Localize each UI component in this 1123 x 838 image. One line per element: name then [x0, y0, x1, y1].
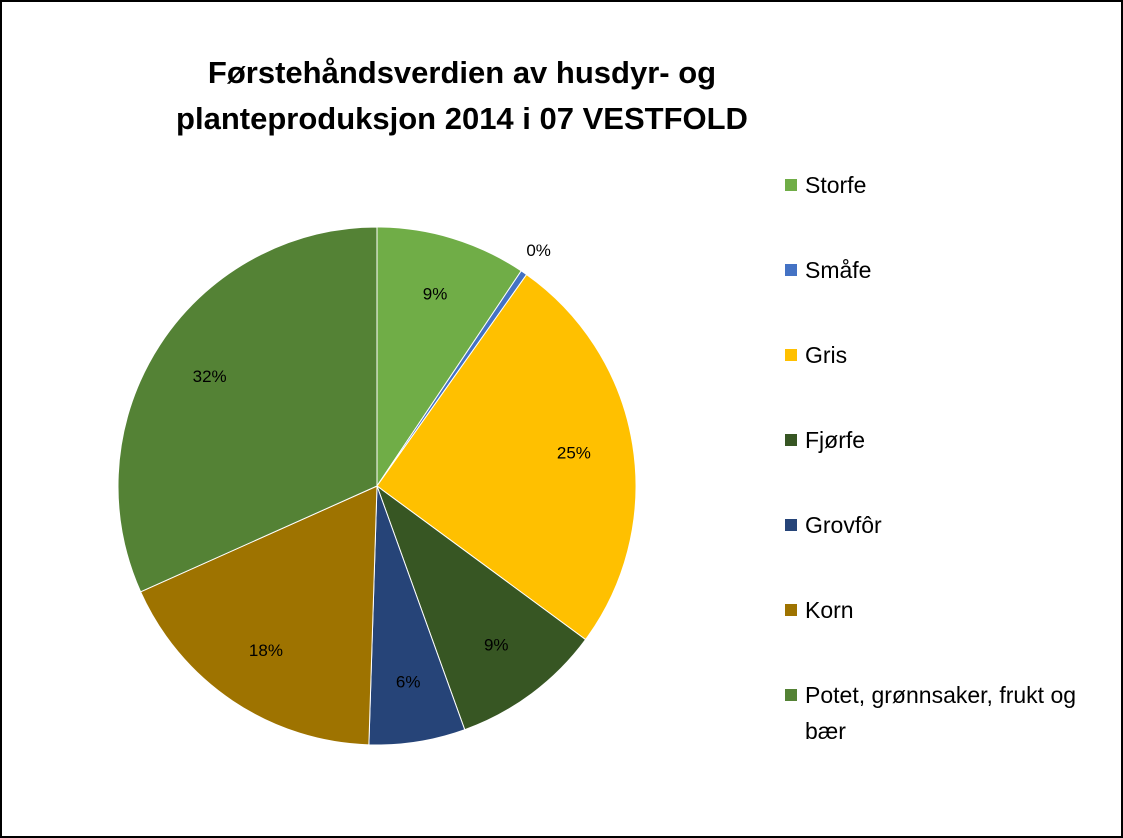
- legend-item: Potet, grønnsaker, frukt og bær: [785, 677, 1105, 762]
- legend-label: Fjørfe: [805, 427, 866, 453]
- legend-swatch: [785, 434, 797, 446]
- legend-label: Gris: [805, 342, 848, 368]
- legend-item: Småfe: [785, 252, 1105, 337]
- data-label: 32%: [193, 367, 227, 386]
- legend-label: Korn: [805, 597, 854, 623]
- legend-label: Småfe: [805, 257, 872, 283]
- legend-label: Storfe: [805, 172, 867, 198]
- legend-item: Grovfôr: [785, 507, 1105, 592]
- pie-slice: [375, 484, 587, 731]
- legend-item: Gris: [785, 337, 1105, 422]
- chart-title: Førstehåndsverdien av husdyr- og plantep…: [176, 55, 748, 136]
- legend-swatch: [785, 179, 797, 191]
- data-label: 9%: [423, 285, 448, 304]
- legend-swatch: [785, 349, 797, 361]
- pie-slice: [117, 226, 378, 593]
- pie-slice: [376, 226, 522, 488]
- legend-item: Fjørfe: [785, 422, 1105, 507]
- data-label: 25%: [557, 444, 591, 463]
- data-label: 9%: [484, 635, 509, 654]
- pie-slice: [139, 485, 378, 746]
- data-label: 18%: [249, 641, 283, 660]
- legend-item: Storfe: [785, 167, 1105, 252]
- data-label: 6%: [396, 672, 421, 691]
- legend-label: Grovfôr: [805, 512, 882, 538]
- legend-swatch: [785, 264, 797, 276]
- legend-swatch: [785, 604, 797, 616]
- legend-item: Korn: [785, 592, 1105, 677]
- legend-swatch: [785, 689, 797, 701]
- pie-slice: [376, 273, 637, 641]
- legend-swatch: [785, 519, 797, 531]
- legend-label: Potet, grønnsaker, frukt og bær: [805, 682, 1077, 744]
- data-label: 0%: [526, 241, 551, 260]
- legend: Storfe Småfe Gris Fjørfe Grovfôr Korn Potet, g…: [785, 167, 1105, 762]
